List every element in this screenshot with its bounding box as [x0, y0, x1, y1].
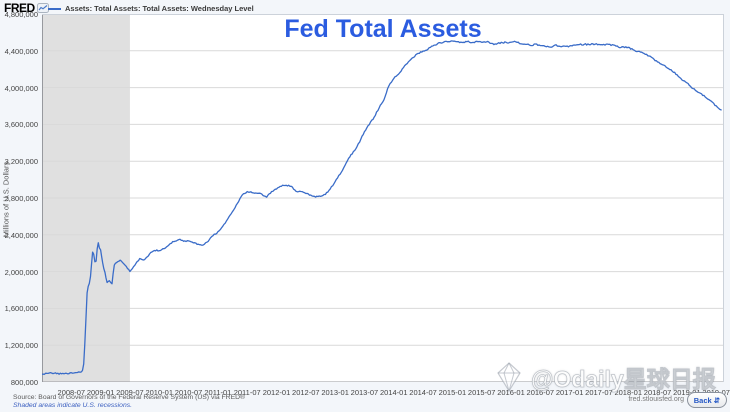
- x-tick-label: 2012-01: [262, 388, 291, 397]
- y-tick-label: 4,000,000: [4, 83, 38, 93]
- y-tick-label: 1,600,000: [4, 304, 38, 314]
- line-chart-icon: [36, 3, 49, 13]
- chart-plot-svg: [42, 14, 724, 382]
- x-tick-label: 2017-07: [585, 388, 613, 397]
- y-tick-label: 4,400,000: [4, 46, 38, 56]
- x-tick-label: 2018-07: [643, 388, 672, 397]
- y-tick-label: 2,000,000: [4, 267, 38, 277]
- x-tick-label: 2019-01: [673, 388, 701, 397]
- x-tick-label: 2009-07: [116, 388, 144, 397]
- x-tick-label: 2016-01: [497, 388, 525, 397]
- y-tick-label: 2,400,000: [4, 230, 38, 240]
- x-tick-label: 2015-07: [467, 388, 496, 397]
- recession-note: Shaded areas indicate U.S. recessions.: [13, 402, 133, 409]
- x-tick-label: 2015-01: [438, 388, 467, 397]
- plot-area: [42, 14, 724, 382]
- y-tick-label: 3,200,000: [4, 157, 38, 167]
- back-button[interactable]: Back ⇵: [686, 392, 727, 408]
- x-tick-label: 2010-07: [174, 388, 203, 397]
- back-button-label: Back: [693, 395, 712, 405]
- back-button-arrows-icon: ⇵: [713, 395, 720, 405]
- y-tick-label: 1,200,000: [4, 341, 38, 351]
- source-attribution: Source: Board of Governors of the Federa…: [13, 394, 246, 401]
- x-tick-label: 2013-01: [321, 388, 349, 397]
- y-tick-label: 3,600,000: [4, 120, 38, 130]
- x-tick-label: 2017-01: [555, 388, 584, 397]
- x-tick-label: 2010-01: [145, 388, 173, 397]
- x-tick-label: 2016-07: [526, 388, 555, 397]
- fred-logo[interactable]: FRED: [4, 1, 49, 15]
- x-tick-label: 2008-07: [57, 388, 86, 397]
- x-tick-label: 2014-01: [379, 388, 408, 397]
- y-tick-label: 800,000: [10, 378, 38, 387]
- x-tick-label: 2012-07: [292, 388, 320, 397]
- legend: Assets: Total Assets: Total Assets: Wedn…: [48, 4, 254, 13]
- x-tick-label: 2014-07: [409, 388, 437, 397]
- x-tick-label: 2011-01: [204, 388, 232, 397]
- fred-logo-text: FRED: [4, 1, 35, 15]
- y-tick-label: 4,800,000: [4, 10, 38, 19]
- legend-line-swatch: [48, 7, 61, 10]
- x-tick-label: 2009-01: [86, 388, 115, 397]
- x-tick-label: 2018-01: [614, 388, 642, 397]
- fred-site-link[interactable]: fred.stlouisfed.org: [628, 396, 684, 403]
- series-line: [42, 40, 722, 375]
- y-tick-label: 2,800,000: [4, 194, 38, 203]
- legend-series-label: Assets: Total Assets: Total Assets: Wedn…: [65, 4, 254, 13]
- x-tick-label: 2013-07: [350, 388, 379, 397]
- x-tick-label: 2011-07: [233, 388, 261, 397]
